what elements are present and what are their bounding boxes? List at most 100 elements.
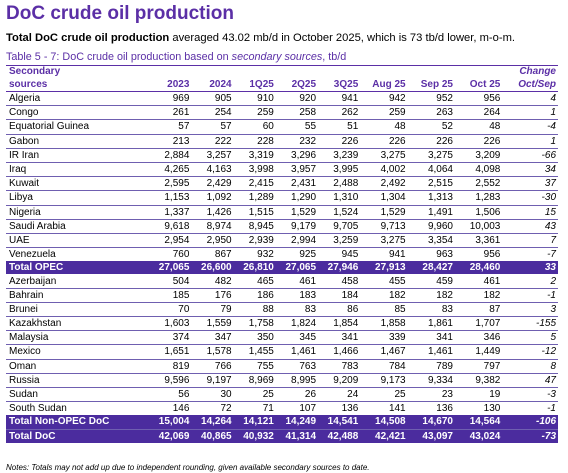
value-cell: 3,998 xyxy=(234,161,277,177)
row-label: Nigeria xyxy=(6,204,151,220)
value-cell: 942 xyxy=(388,93,406,105)
table-caption: Table 5 - 7: DoC crude oil production ba… xyxy=(6,51,346,63)
table-row: Venezuela 760 867 932 925 945 941 963 956 -7 xyxy=(6,247,558,262)
header-cell: 3Q25 xyxy=(319,78,362,92)
value-cell: 258 xyxy=(276,105,320,120)
value-cell: 341 xyxy=(319,330,362,345)
value-cell: 952 xyxy=(436,93,453,105)
row-label: Russia xyxy=(6,372,151,388)
value-cell: 9,209 xyxy=(319,372,362,388)
value-cell: 51 xyxy=(319,119,362,135)
header-cell: Change xyxy=(519,66,556,77)
change-cell: 37 xyxy=(503,176,558,191)
header-cell xyxy=(409,66,456,78)
value-cell: 9,334 xyxy=(408,372,456,388)
value-cell: 2,994 xyxy=(276,232,320,248)
value-cell: 28,427 xyxy=(408,261,456,275)
value-cell: 52 xyxy=(408,119,456,135)
value-cell: 2,492 xyxy=(361,176,409,191)
value-cell: 83 xyxy=(408,301,456,317)
value-cell: 40,865 xyxy=(192,428,235,443)
value-cell: 14,249 xyxy=(276,415,320,429)
change-cell: -30 xyxy=(503,190,558,205)
value-cell: 10,003 xyxy=(455,218,504,234)
value-cell: 458 xyxy=(341,275,359,287)
value-cell: 1,707 xyxy=(455,315,504,331)
value-cell: 4,163 xyxy=(192,161,235,177)
row-label: Kuwait xyxy=(6,176,151,191)
header-cell: Secondary xyxy=(9,66,61,77)
value-cell: 945 xyxy=(319,247,362,262)
value-cell: 88 xyxy=(234,301,277,317)
value-cell: 226 xyxy=(455,133,504,149)
change-cell: 7 xyxy=(503,232,558,248)
value-cell: 459 xyxy=(436,275,453,287)
row-label: Total OPEC xyxy=(6,261,151,275)
value-cell: 1,559 xyxy=(192,315,235,331)
summary-bold: Total DoC crude oil production xyxy=(6,32,170,44)
value-cell: 176 xyxy=(192,287,235,303)
value-cell: 797 xyxy=(455,358,504,374)
value-cell: 57 xyxy=(192,119,235,135)
value-cell: 3,354 xyxy=(408,232,456,248)
header-cell xyxy=(150,66,192,78)
value-cell: 346 xyxy=(455,330,504,345)
table-row: Azerbaijan 504 482 465 461 458 455 459 461 2 xyxy=(6,274,558,288)
value-cell: 1,466 xyxy=(319,344,362,360)
value-cell: 86 xyxy=(319,301,362,317)
table-notes: Notes: Totals may not add up due to inde… xyxy=(6,463,370,472)
change-cell: -155 xyxy=(503,315,558,331)
header-cell: 1Q25 xyxy=(234,78,277,92)
table-row: Kazakhstan 1,603 1,559 1,758 1,824 1,854 1,858… xyxy=(6,315,558,331)
value-cell: 3,995 xyxy=(319,161,362,177)
value-cell: 264 xyxy=(455,105,504,120)
table-row: South Sudan 146 72 71 107 136 141 136 130 -1 xyxy=(6,401,558,416)
value-cell: 261 xyxy=(150,105,193,120)
table-body: Algeria 969 905 910 920 941 942 952 956 4 Congo 261… xyxy=(6,92,558,443)
caption-prefix: Table 5 - 7: DoC crude oil production ba… xyxy=(6,51,232,63)
value-cell: 263 xyxy=(408,105,456,120)
value-cell: 262 xyxy=(319,105,362,120)
table-row: Equatorial Guinea 57 57 60 55 51 48 52 48 -4 xyxy=(6,119,558,135)
value-cell: 1,337 xyxy=(150,204,193,220)
value-cell: 4,002 xyxy=(361,161,409,177)
value-cell: 956 xyxy=(455,247,504,262)
value-cell: 14,564 xyxy=(455,415,504,429)
value-cell: 30 xyxy=(192,386,235,402)
header-cell xyxy=(192,66,234,78)
value-cell: 182 xyxy=(408,287,456,303)
change-cell: -7 xyxy=(503,247,558,262)
value-cell: 182 xyxy=(455,287,504,303)
value-cell: 1,854 xyxy=(319,315,362,331)
value-cell: 259 xyxy=(361,105,409,120)
value-cell: 8,945 xyxy=(234,218,277,234)
table-row: Mexico 1,651 1,578 1,455 1,461 1,466 1,467 1,46… xyxy=(6,344,558,360)
row-label: Kazakhstan xyxy=(6,315,151,331)
value-cell: 9,179 xyxy=(276,218,320,234)
table-row: Brunei 70 79 88 83 86 85 83 87 3 xyxy=(6,301,558,317)
value-cell: 905 xyxy=(214,93,232,105)
value-cell: 9,197 xyxy=(192,372,235,388)
value-cell: 83 xyxy=(276,301,320,317)
table-row: Congo 261 254 259 258 262 259 263 264 1 xyxy=(6,105,558,120)
change-cell: -4 xyxy=(503,119,558,135)
value-cell: 14,121 xyxy=(234,415,277,429)
header-cell: Oct 25 xyxy=(455,78,504,92)
value-cell: 766 xyxy=(192,358,235,374)
value-cell: 213 xyxy=(150,133,193,149)
row-label: Total DoC xyxy=(6,428,151,443)
value-cell: 226 xyxy=(408,133,456,149)
header-cell: Oct/Sep xyxy=(503,78,558,92)
value-cell: 350 xyxy=(234,330,277,345)
value-cell: 186 xyxy=(234,287,277,303)
change-cell: -1 xyxy=(503,287,558,303)
row-label: Venezuela xyxy=(6,247,151,262)
value-cell: 2,431 xyxy=(276,176,320,191)
table-row: Malaysia 374 347 350 345 341 339 341 346 5 xyxy=(6,330,558,345)
value-cell: 70 xyxy=(150,301,193,317)
change-cell: 3 xyxy=(503,301,558,317)
value-cell: 71 xyxy=(234,401,277,416)
value-cell: 43,024 xyxy=(455,428,504,443)
value-cell: 42,421 xyxy=(361,428,409,443)
value-cell: 222 xyxy=(192,133,235,149)
